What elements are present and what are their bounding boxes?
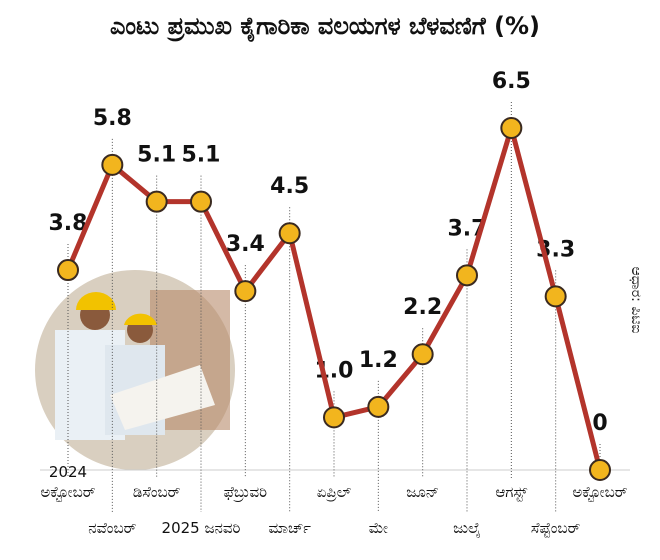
x-tick-label: ಏಪ್ರಿಲ್ — [317, 482, 352, 502]
x-tick-label: ಆಗಸ್ಟ್ — [495, 482, 527, 502]
x-tick-label: ಫೆಬ್ರುವರಿ — [224, 482, 267, 502]
x-tick-label: ಮೇ — [369, 518, 388, 538]
x-tick-label: ಸೆಪ್ಟೆಂಬರ್ — [531, 518, 580, 538]
chart: ಎಂಟು ಪ್ರಮುಖ ಕೈಗಾರಿಕಾ ವಲಯಗಳ ಬೆಳವಣಿಗೆ (%) … — [0, 0, 660, 560]
x-tick-label: ಡಿಸೆಂಬರ್ — [133, 482, 181, 502]
point — [546, 286, 566, 306]
point — [191, 192, 211, 212]
data-label: 3.4 — [226, 232, 265, 257]
plot: ಎಂಟು ಪ್ರಮುಖ ಕೈಗಾರಿಕಾ ವಲಯಗಳ ಬೆಳವಣಿಗೆ (%) … — [0, 0, 660, 560]
point — [413, 344, 433, 364]
x-tick-label: ಮಾರ್ಚ್ — [268, 518, 310, 538]
photo — [35, 270, 235, 470]
point — [590, 460, 610, 480]
data-label: 5.8 — [93, 106, 132, 131]
data-label: 5.1 — [182, 143, 221, 168]
point — [58, 260, 78, 280]
point — [280, 223, 300, 243]
point — [501, 118, 521, 138]
x-tick-label: ಜೂನ್ — [406, 482, 439, 502]
data-label: 1.2 — [359, 348, 398, 373]
point — [368, 397, 388, 417]
x-tick-label: 2025 ಜನವರಿ — [162, 518, 241, 538]
point — [147, 192, 167, 212]
data-label: 2.2 — [403, 295, 442, 320]
x-tick-label: ಜುಲೈ — [453, 518, 481, 538]
data-label: 5.1 — [137, 143, 176, 168]
point — [324, 407, 344, 427]
data-label: 0 — [592, 411, 607, 436]
point — [235, 281, 255, 301]
point — [102, 155, 122, 175]
x-tick-label: ನವೆಂಬರ್ — [88, 518, 136, 538]
x-tick-label: ಅಕ್ಟೋಬರ್ — [572, 482, 627, 502]
data-label: 4.5 — [270, 174, 309, 199]
source: ಆಧಾರ: ಪಿಟಿಐ — [628, 267, 644, 334]
x-tick-label: 2024 ಅಕ್ಟೋಬರ್ — [40, 462, 95, 502]
point — [457, 265, 477, 285]
data-label: 6.5 — [492, 69, 531, 94]
chart-title: ಎಂಟು ಪ್ರಮುಖ ಕೈಗಾರಿಕಾ ವಲಯಗಳ ಬೆಳವಣಿಗೆ (%) — [110, 12, 540, 43]
